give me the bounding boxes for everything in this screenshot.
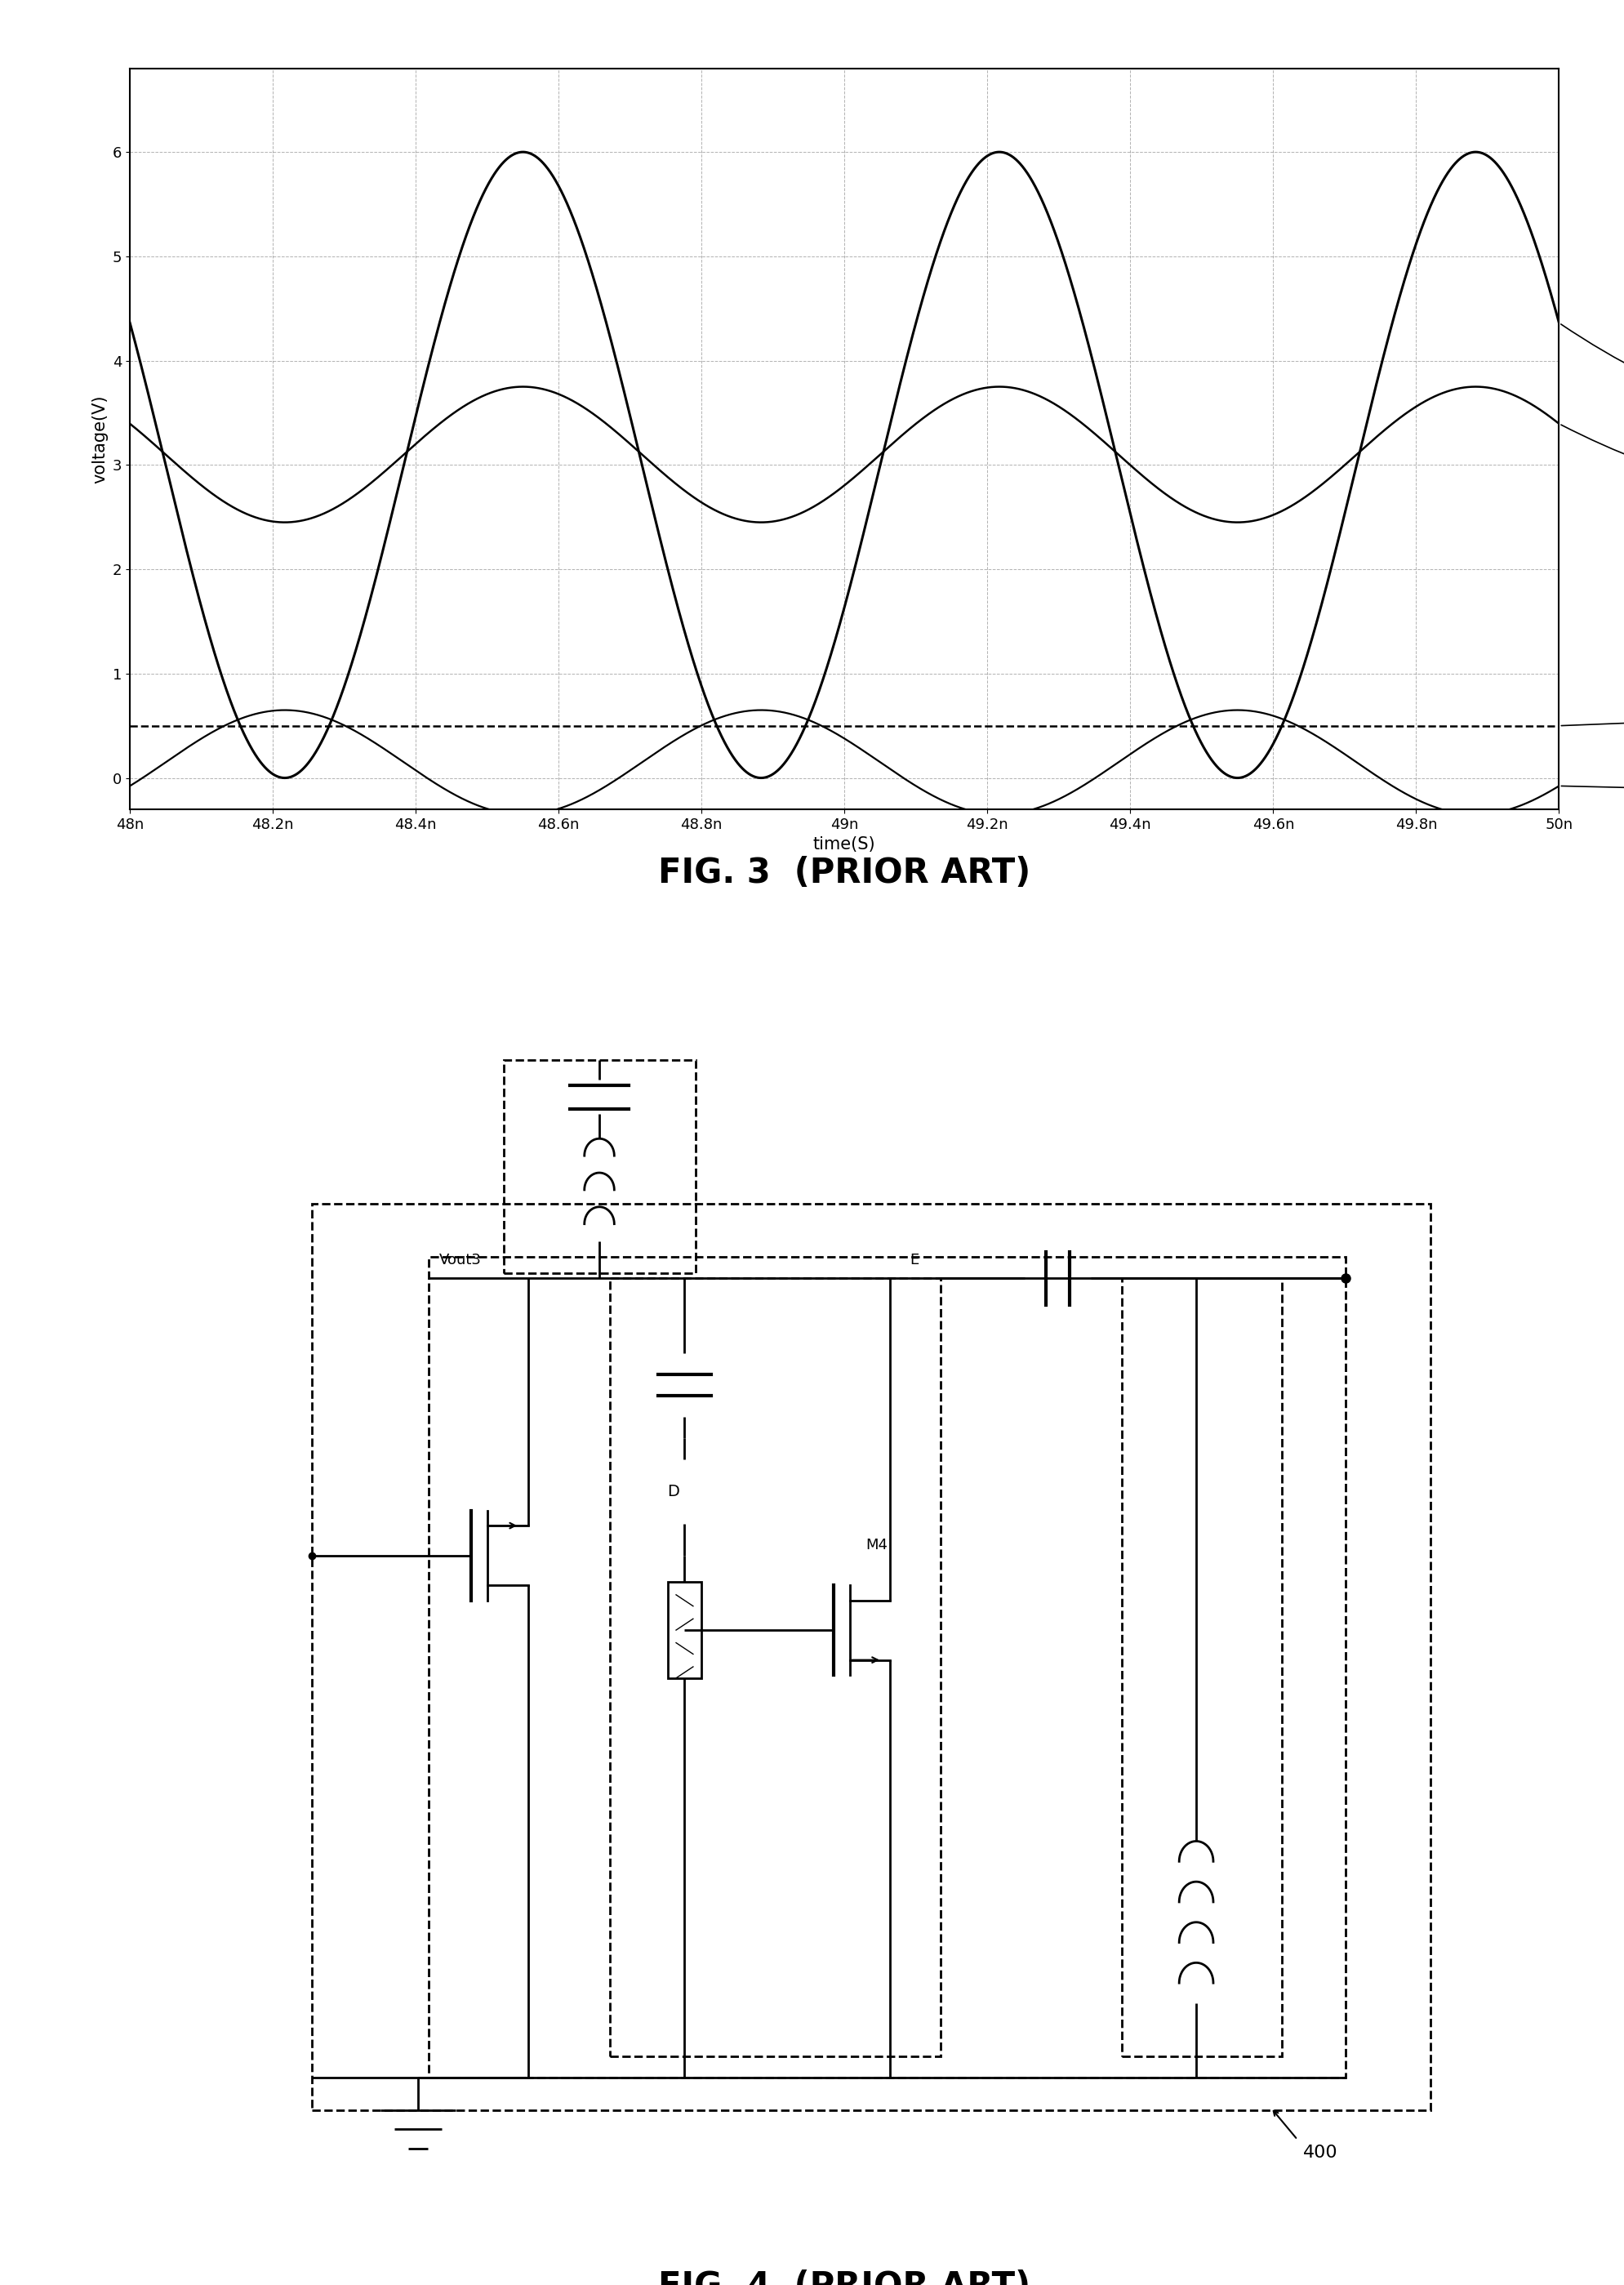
Bar (312, 1204, 1431, 2109)
Text: 301: 301 (1561, 263, 1624, 430)
Text: Vout3: Vout3 (440, 1252, 482, 1268)
Text: 303: 303 (1561, 786, 1624, 809)
Text: FIG. 3  (PRIOR ART): FIG. 3 (PRIOR ART) (658, 857, 1031, 891)
Bar (503, 1060, 695, 1273)
Text: D: D (667, 1483, 679, 1499)
Text: E: E (909, 1252, 919, 1268)
Text: 304: 304 (1561, 692, 1624, 727)
Y-axis label: voltage(V): voltage(V) (91, 395, 109, 482)
Text: 302: 302 (1561, 375, 1624, 503)
Text: M4: M4 (866, 1538, 888, 1552)
Text: 400: 400 (1302, 2143, 1338, 2162)
Bar (429, 1257, 1345, 2077)
Bar (611, 1277, 940, 2056)
Text: FIG. 4  (PRIOR ART): FIG. 4 (PRIOR ART) (658, 2269, 1031, 2285)
Bar (667, 1581, 702, 1677)
Bar (1122, 1277, 1281, 2056)
X-axis label: time(S): time(S) (814, 836, 875, 852)
